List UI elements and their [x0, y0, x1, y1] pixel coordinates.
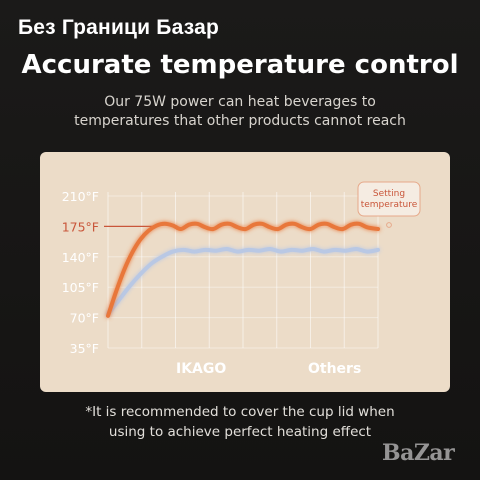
series-line-ikago: [106, 221, 380, 318]
y-tick-label: 210°F: [62, 189, 99, 204]
grid-lines: [107, 192, 379, 349]
y-tick-label: 140°F: [62, 250, 99, 265]
annotation-text: temperature: [361, 200, 418, 210]
legend-label: Others: [308, 361, 361, 377]
chart-card: 210°F 175°F 140°F 105°F 70°F 35°F Setting temp…: [40, 152, 450, 392]
annotation-marker: [386, 222, 392, 228]
bazar-watermark-logo: BaZar: [382, 440, 455, 466]
annotation-text: Setting: [373, 189, 405, 199]
y-axis-ticks: 210°F 175°F 140°F 105°F 70°F 35°F: [62, 189, 99, 356]
y-tick-label: 105°F: [62, 280, 99, 295]
subtitle-line-1: Our 75W power can heat beverages to: [104, 94, 376, 110]
legend: IKAGO Others: [134, 361, 361, 377]
y-tick-label: 35°F: [70, 341, 99, 356]
legend-label: IKAGO: [176, 361, 226, 377]
y-tick-label: 175°F: [62, 219, 99, 234]
headline: Accurate temperature control: [21, 50, 459, 80]
series-lines: [106, 221, 380, 318]
annotation-box: [357, 181, 421, 217]
series-line-others: [106, 246, 380, 317]
y-tick-label: 70°F: [70, 311, 99, 326]
subtitle-line-2: temperatures that other products cannot …: [74, 113, 406, 129]
footnote-line-1: *It is recommended to cover the cup lid …: [85, 404, 395, 420]
watermark-top: Без Граници Базар: [18, 16, 220, 39]
temperature-chart: 210°F 175°F 140°F 105°F 70°F 35°F Settingtemp…: [62, 181, 421, 377]
footnote-line-2: using to achieve perfect heating effect: [108, 424, 372, 440]
